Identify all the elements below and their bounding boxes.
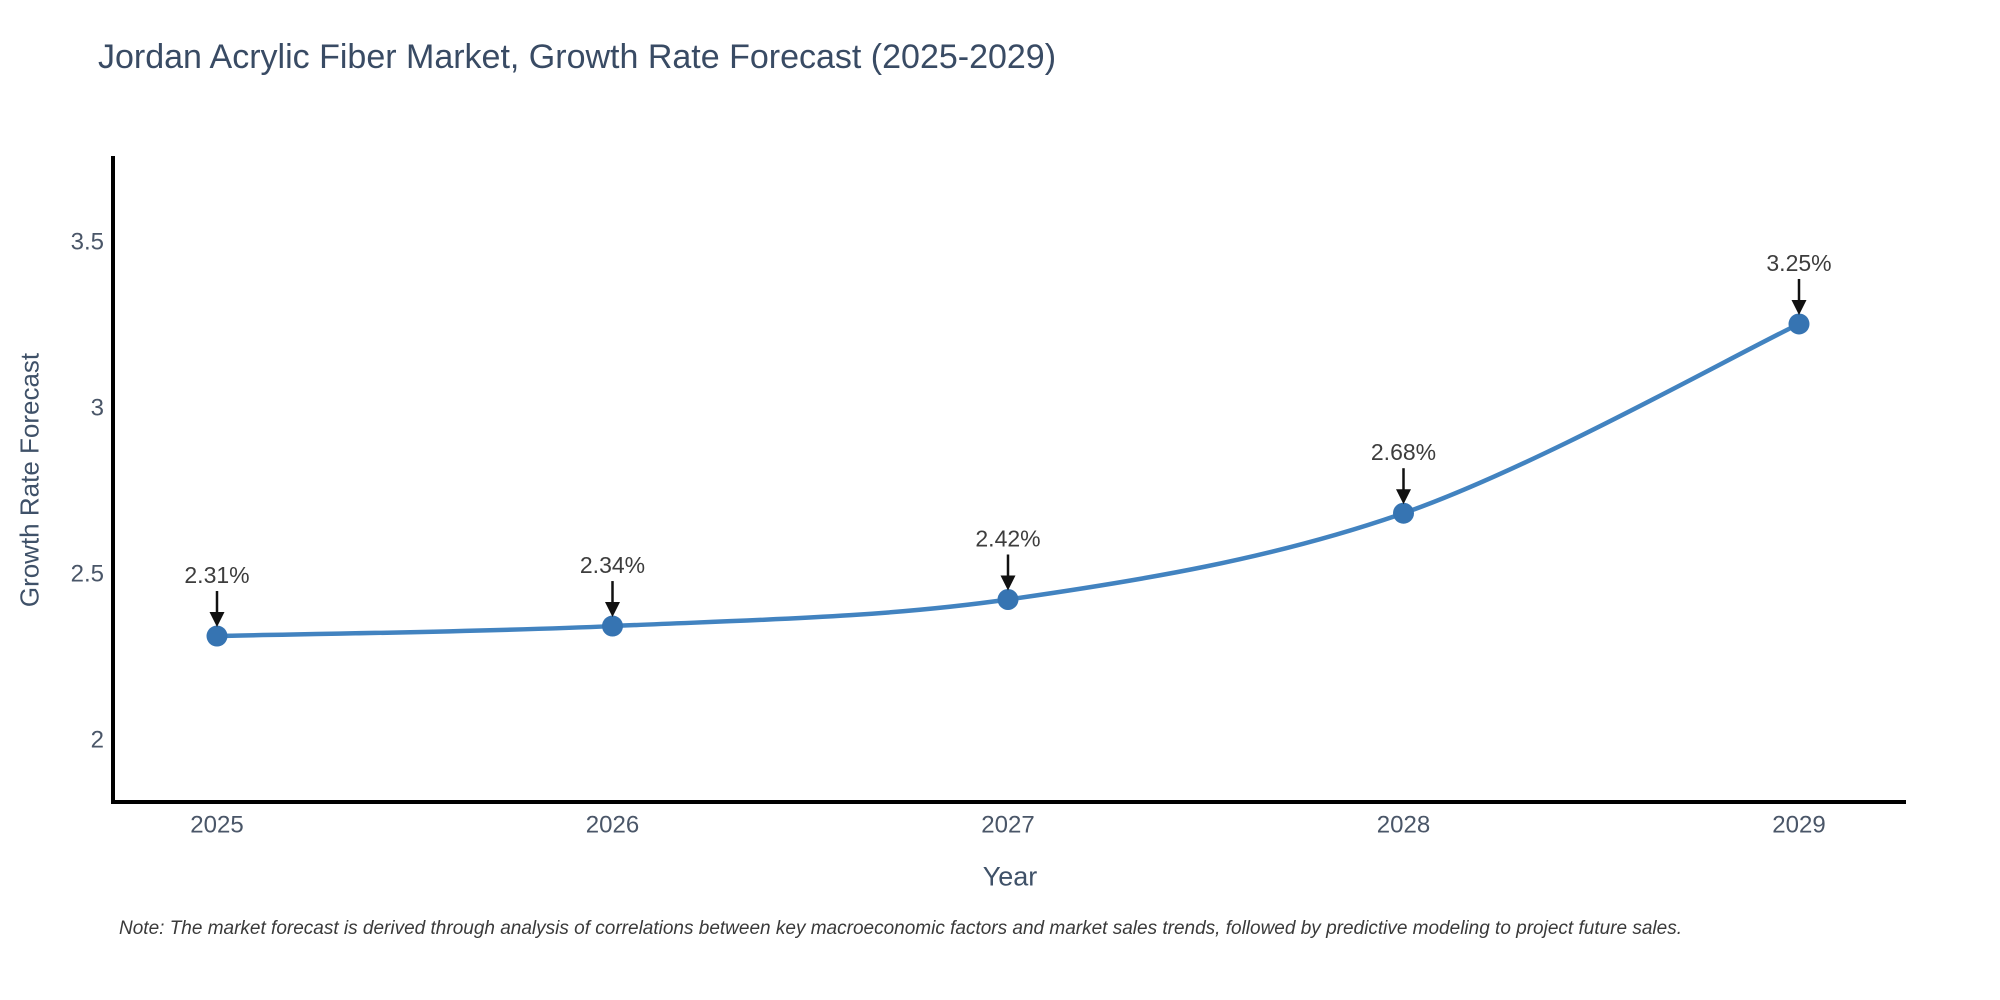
y-tick-label: 3: [91, 394, 104, 421]
annotation-arrowhead: [605, 602, 620, 618]
annotation-arrowhead: [1396, 489, 1411, 505]
point-label: 2.42%: [975, 526, 1040, 552]
data-point-marker[interactable]: [602, 615, 623, 637]
y-tick-label: 3.5: [71, 228, 104, 255]
x-tick-label: 2026: [586, 811, 639, 838]
x-tick-label: 2028: [1377, 811, 1430, 838]
point-label: 2.34%: [580, 552, 645, 578]
x-axis-title: Year: [982, 861, 1038, 892]
footnote: Note: The market forecast is derived thr…: [119, 918, 1682, 939]
y-tick-label: 2: [91, 726, 104, 753]
annotation-arrowhead: [1000, 575, 1016, 591]
chart-title: Jordan Acrylic Fiber Market, Growth Rate…: [98, 38, 1057, 76]
data-point-marker[interactable]: [206, 625, 228, 647]
x-tick-label: 2029: [1772, 811, 1825, 838]
data-point-marker[interactable]: [997, 589, 1019, 611]
point-label: 3.25%: [1766, 250, 1831, 276]
x-tick-label: 2025: [190, 811, 243, 838]
annotation-arrowhead: [209, 612, 225, 628]
data-point-marker[interactable]: [1788, 313, 1810, 335]
point-label: 2.31%: [184, 562, 249, 588]
y-tick-label: 2.5: [71, 560, 104, 587]
data-point-marker[interactable]: [1393, 502, 1414, 524]
x-tick-label: 2027: [981, 811, 1034, 838]
annotation-arrowhead: [1791, 299, 1807, 315]
point-label: 2.68%: [1371, 439, 1436, 465]
